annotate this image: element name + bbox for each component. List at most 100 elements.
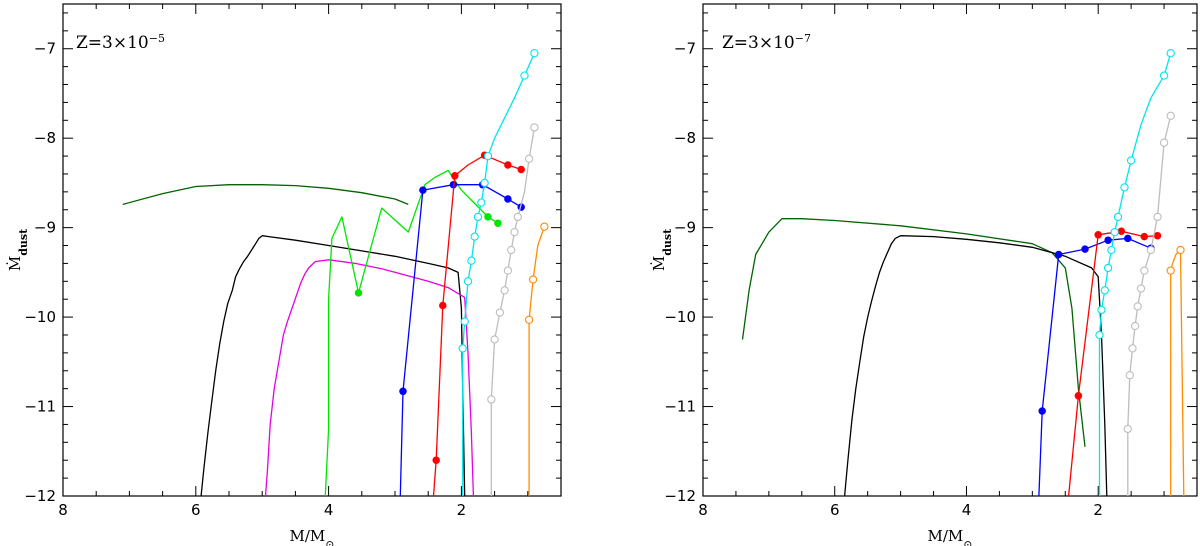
data-point <box>399 387 407 396</box>
data-point <box>487 395 496 404</box>
y-axis-label: Ṁdust <box>6 228 30 271</box>
series-line <box>200 235 466 496</box>
data-point <box>1074 392 1083 400</box>
data-point <box>1113 212 1123 222</box>
data-point <box>1038 407 1046 415</box>
data-point <box>1107 245 1116 255</box>
data-point <box>484 213 492 221</box>
series-7 <box>487 123 539 496</box>
series-4 <box>1095 49 1175 496</box>
data-point <box>520 71 529 80</box>
data-point <box>1128 344 1137 353</box>
y-tick-label: −11 <box>24 398 56 416</box>
data-point <box>1100 286 1109 295</box>
data-point <box>1166 49 1175 58</box>
series-line <box>528 226 546 496</box>
series-line <box>432 154 522 496</box>
series-line <box>324 169 499 496</box>
data-point <box>1159 71 1169 80</box>
series-line <box>399 184 522 496</box>
y-tick-label: −10 <box>664 308 696 326</box>
y-tick-label: −8 <box>674 129 696 147</box>
data-point <box>1094 231 1102 239</box>
x-tick-label: 8 <box>58 501 68 519</box>
data-point <box>1153 231 1162 240</box>
data-point <box>503 266 513 275</box>
data-point <box>1110 227 1119 237</box>
x-tick-label: 4 <box>962 501 972 519</box>
data-point <box>439 301 447 310</box>
data-point <box>432 456 440 464</box>
x-tick-label: 4 <box>324 501 334 519</box>
series-3 <box>324 169 502 496</box>
data-point <box>1159 138 1169 147</box>
data-point <box>1095 330 1104 340</box>
data-point <box>1081 245 1089 253</box>
data-point <box>504 195 512 203</box>
data-point <box>460 317 469 326</box>
series-6 <box>458 49 539 496</box>
series-3 <box>1067 227 1162 496</box>
series-layer <box>741 49 1185 496</box>
x-tick-label: 6 <box>830 501 840 519</box>
panel-title: Z=3×10−7 <box>722 32 811 54</box>
x-tick-label: 2 <box>457 501 467 519</box>
data-point <box>1166 266 1175 275</box>
series-1 <box>200 235 466 496</box>
data-point <box>504 161 512 169</box>
data-point <box>483 151 493 161</box>
series-line <box>1127 115 1172 496</box>
data-point <box>1140 232 1149 241</box>
series-line <box>490 127 536 496</box>
series-line <box>1170 249 1185 496</box>
y-tick-label: −12 <box>24 487 56 505</box>
series-line <box>741 218 1086 447</box>
x-tick-label: 2 <box>1093 501 1103 519</box>
plot-frame <box>62 3 562 497</box>
series-5 <box>432 151 525 496</box>
y-tick-label: −8 <box>34 129 56 147</box>
y-tick-label: −12 <box>664 487 696 505</box>
data-point <box>530 49 539 58</box>
data-point <box>513 212 522 222</box>
chart-panel-left: 8 6 4 2 −12 −11 −10 −9 −8 −7 Z=3×10−5 Ṁdust M/M⊙ <box>6 3 562 546</box>
data-point <box>510 227 519 237</box>
data-point <box>1123 424 1132 434</box>
data-point <box>1103 263 1113 273</box>
chart-panel-right: 8 6 4 2 −12 −11 −10 −9 −8 −7 Z=3×10−7 Ṁdust M/M⊙ <box>650 3 1198 546</box>
y-axis-label: Ṁdust <box>650 228 674 271</box>
data-point <box>1176 245 1185 255</box>
data-point <box>1097 305 1106 315</box>
x-axis-label: M/M⊙ <box>290 527 335 546</box>
data-point <box>528 275 538 284</box>
data-point <box>1130 321 1140 331</box>
x-axis-label: M/M⊙ <box>928 527 973 546</box>
data-point <box>451 172 459 180</box>
series-1 <box>843 235 1108 496</box>
series-line <box>264 259 475 496</box>
data-point <box>524 315 534 324</box>
data-point <box>1124 234 1132 243</box>
data-point <box>1153 212 1162 222</box>
y-tick-label: −10 <box>24 308 56 326</box>
data-point <box>1054 250 1063 259</box>
y-tick-label: −11 <box>664 398 696 416</box>
data-point <box>495 308 505 317</box>
data-point <box>1140 266 1149 275</box>
y-tick-label: −7 <box>34 40 56 58</box>
data-point <box>1120 183 1129 192</box>
data-point <box>1117 227 1126 235</box>
x-tick-label: 6 <box>191 501 201 519</box>
panel-title: Z=3×10−5 <box>76 32 165 54</box>
series-layer <box>122 49 549 496</box>
series-5 <box>1123 111 1175 496</box>
data-point <box>458 344 467 353</box>
data-point <box>507 245 516 255</box>
data-point <box>470 232 479 241</box>
data-point <box>1133 302 1142 311</box>
data-point <box>1126 156 1136 165</box>
data-point <box>477 198 486 207</box>
data-point <box>490 335 499 344</box>
data-point <box>1104 236 1112 244</box>
